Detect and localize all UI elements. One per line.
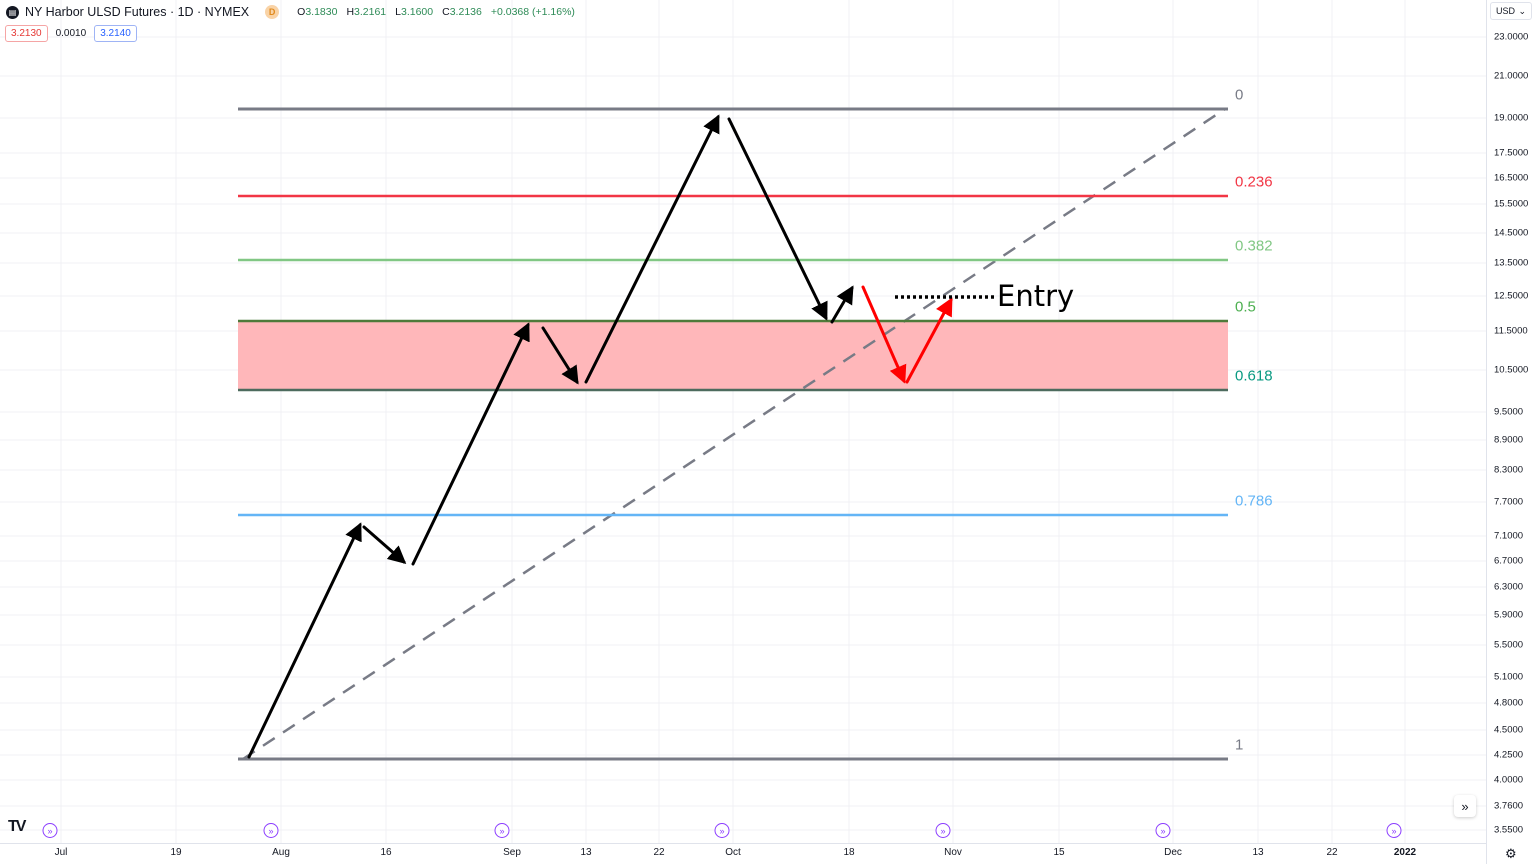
tradingview-logo-icon[interactable]: TV	[8, 818, 27, 835]
time-tick: 19	[170, 847, 182, 858]
axis-settings-gear-icon[interactable]: ⚙	[1505, 846, 1517, 861]
economic-event-icon[interactable]: »	[1155, 823, 1171, 838]
open-value: 3.1830	[305, 6, 338, 18]
economic-event-icon[interactable]: »	[935, 823, 951, 838]
entry-annotation-label[interactable]: Entry	[997, 279, 1075, 313]
time-tick: Aug	[272, 847, 290, 858]
fib-highlight-zone	[238, 321, 1228, 390]
time-tick: Dec	[1164, 847, 1182, 858]
fib-label-0: 0	[1235, 86, 1244, 104]
price-tick: 14.5000	[1494, 227, 1529, 239]
price-tick: 8.3000	[1494, 464, 1524, 476]
fib-label-0-5: 0.5	[1235, 298, 1256, 316]
time-axis-border	[0, 843, 1486, 844]
price-tick: 3.5500	[1494, 824, 1524, 836]
price-tick: 5.9000	[1494, 609, 1524, 621]
buy-price-button[interactable]: 3.2140	[94, 25, 137, 42]
fib-label-1: 1	[1235, 736, 1244, 754]
price-tick: 8.9000	[1494, 434, 1524, 446]
price-tick: 17.5000	[1494, 147, 1529, 159]
price-tick: 5.1000	[1494, 671, 1524, 683]
price-path-arrows	[247, 114, 953, 759]
spread-value: 0.0010	[55, 28, 87, 39]
close-value: 3.2136	[449, 6, 482, 18]
time-tick: Jul	[54, 847, 68, 858]
time-tick: 13	[1252, 847, 1264, 858]
price-tick: 13.5000	[1494, 257, 1529, 269]
bid-ask-row: 3.2130 0.0010 3.2140	[5, 25, 137, 42]
fib-label-0-618: 0.618	[1235, 367, 1273, 385]
economic-event-icon[interactable]: »	[263, 823, 279, 838]
price-tick: 7.7000	[1494, 496, 1524, 508]
symbol-legend[interactable]: ▤ NY Harbor ULSD Futures · 1D · NYMEX D …	[6, 3, 575, 21]
price-tick: 10.5000	[1494, 364, 1529, 376]
fib-zone-rect	[238, 321, 1228, 390]
price-tick: 6.7000	[1494, 555, 1524, 567]
price-tick: 12.5000	[1494, 290, 1529, 302]
price-tick: 4.0000	[1494, 774, 1524, 786]
fib-trend-line	[242, 107, 1226, 761]
price-tick: 9.5000	[1494, 406, 1524, 418]
price-tick: 4.2500	[1494, 749, 1524, 761]
time-tick: 22	[1326, 847, 1338, 858]
sell-price-button[interactable]: 3.2130	[5, 25, 48, 42]
high-value: 3.2161	[354, 6, 387, 18]
price-tick: 15.5000	[1494, 198, 1529, 210]
fib-label-0-236: 0.236	[1235, 173, 1273, 191]
scroll-to-realtime-button[interactable]: »	[1454, 795, 1476, 817]
double-chevron-right-icon: »	[1461, 798, 1469, 814]
time-tick: 13	[580, 847, 592, 858]
price-axis[interactable]	[1486, 0, 1536, 864]
time-tick: Sep	[503, 847, 521, 858]
time-tick: Nov	[944, 847, 962, 858]
low-value: 3.1600	[401, 6, 434, 18]
symbol-title[interactable]: NY Harbor ULSD Futures · 1D · NYMEX	[25, 5, 250, 19]
ohlc-values: O3.1830 H3.2161 L3.1600 C3.2136 +0.0368 …	[297, 6, 575, 18]
grid-lines	[0, 0, 1486, 843]
price-tick: 3.7600	[1494, 800, 1524, 812]
chevron-down-icon: ⌄	[1518, 5, 1526, 16]
price-tick: 5.5000	[1494, 639, 1524, 651]
currency-selector[interactable]: USD ⌄	[1490, 2, 1532, 20]
time-tick: 2022	[1393, 847, 1417, 858]
fib-label-0-786: 0.786	[1235, 492, 1273, 510]
price-tick: 11.5000	[1494, 325, 1528, 337]
economic-event-icon[interactable]: »	[1386, 823, 1402, 838]
delayed-data-badge[interactable]: D	[265, 5, 280, 19]
exchange-icon: ▤	[6, 5, 19, 19]
price-tick: 16.5000	[1494, 172, 1529, 184]
economic-event-icon[interactable]: »	[42, 823, 58, 838]
price-tick: 4.5000	[1494, 724, 1524, 736]
time-tick: Oct	[725, 847, 741, 858]
price-tick: 21.0000	[1494, 70, 1529, 82]
fib-levels	[238, 107, 1228, 761]
time-tick: 16	[380, 847, 392, 858]
time-tick: 22	[653, 847, 665, 858]
economic-event-icon[interactable]: »	[494, 823, 510, 838]
time-tick: 15	[1053, 847, 1065, 858]
price-tick: 7.1000	[1494, 530, 1524, 542]
economic-event-icon[interactable]: »	[714, 823, 730, 838]
chart-canvas[interactable]	[0, 0, 1486, 843]
price-tick: 4.8000	[1494, 697, 1524, 709]
price-tick: 23.0000	[1494, 31, 1529, 43]
change-value: +0.0368 (+1.16%)	[490, 6, 575, 18]
time-tick: 18	[843, 847, 855, 858]
price-tick: 19.0000	[1494, 112, 1529, 124]
fib-label-0-382: 0.382	[1235, 237, 1273, 255]
price-tick: 6.3000	[1494, 581, 1524, 593]
